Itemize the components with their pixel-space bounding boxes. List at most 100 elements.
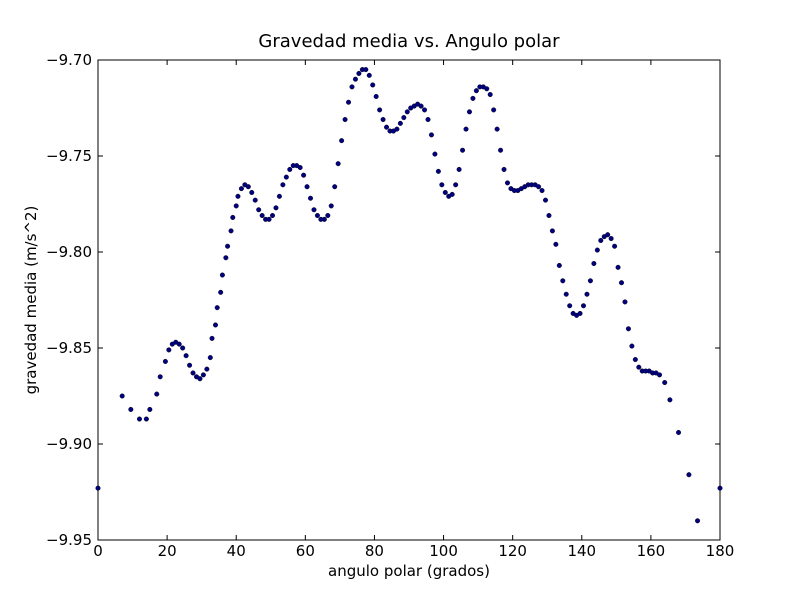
point — [608, 236, 614, 242]
x-tick-label: 120 — [498, 542, 527, 560]
point — [394, 126, 400, 132]
point — [235, 193, 241, 199]
point — [563, 291, 569, 297]
point — [356, 70, 362, 76]
y-tick-label: −9.80 — [46, 243, 92, 261]
point — [335, 161, 341, 167]
point — [404, 109, 410, 115]
point — [384, 124, 390, 130]
point — [297, 165, 303, 171]
point — [266, 216, 272, 222]
point — [352, 76, 358, 82]
y-tick-label: −9.90 — [46, 435, 92, 453]
chart-title: Gravedad media vs. Angulo polar — [258, 31, 560, 52]
point — [314, 213, 320, 219]
x-tick-label: 180 — [706, 542, 735, 560]
point — [539, 188, 545, 194]
x-tick-label: 140 — [567, 542, 596, 560]
point — [536, 184, 542, 190]
point — [428, 132, 434, 138]
point — [686, 472, 692, 478]
point — [339, 138, 345, 144]
point — [270, 213, 276, 219]
point — [662, 380, 668, 386]
point — [166, 347, 172, 353]
point — [498, 147, 504, 153]
point — [332, 184, 338, 190]
point — [629, 343, 635, 349]
point — [225, 243, 231, 249]
point — [238, 186, 244, 192]
point — [401, 115, 407, 121]
point — [432, 151, 438, 157]
point — [162, 358, 168, 364]
point — [612, 243, 618, 249]
point — [591, 261, 597, 267]
x-tick-label: 60 — [296, 542, 315, 560]
point — [487, 92, 493, 98]
point — [636, 364, 642, 370]
point — [308, 195, 314, 201]
point — [484, 86, 490, 92]
point — [119, 393, 125, 399]
point — [470, 95, 476, 101]
point — [245, 184, 251, 190]
point — [157, 374, 163, 380]
point — [473, 88, 479, 94]
point — [632, 357, 638, 363]
point — [249, 189, 255, 195]
point — [207, 355, 213, 361]
point — [501, 166, 507, 172]
point — [439, 182, 445, 188]
point — [605, 232, 611, 238]
point — [494, 126, 500, 132]
x-tick-label: 80 — [365, 542, 384, 560]
point — [223, 255, 229, 261]
point — [95, 485, 101, 491]
point — [143, 416, 149, 422]
x-tick-label: 100 — [429, 542, 458, 560]
point — [325, 213, 331, 219]
point — [456, 166, 462, 172]
point — [197, 376, 203, 382]
point — [370, 82, 376, 88]
point — [304, 184, 310, 190]
point — [283, 174, 289, 180]
y-axis-label: gravedad media (m/s^2) — [22, 206, 40, 395]
point — [657, 372, 663, 378]
point — [598, 237, 604, 243]
point — [504, 180, 510, 186]
point — [209, 335, 215, 341]
point — [463, 126, 469, 132]
point — [363, 67, 369, 73]
point — [622, 299, 628, 305]
point — [549, 228, 555, 234]
point — [147, 406, 153, 412]
point — [587, 278, 593, 284]
x-tick-label: 20 — [158, 542, 177, 560]
point — [252, 197, 258, 203]
y-tick-label: −9.95 — [46, 531, 92, 549]
point — [204, 366, 210, 372]
point — [214, 305, 220, 311]
point — [373, 93, 379, 99]
point — [418, 103, 424, 109]
point — [183, 353, 189, 359]
point — [542, 197, 548, 203]
point — [619, 280, 625, 286]
point — [346, 99, 352, 105]
point — [422, 107, 428, 113]
point — [625, 326, 631, 332]
point — [287, 166, 293, 172]
point — [460, 147, 466, 153]
x-tick-label: 40 — [227, 542, 246, 560]
point — [200, 372, 206, 378]
point — [717, 485, 723, 491]
point — [397, 120, 403, 126]
point — [187, 362, 193, 368]
point — [349, 84, 355, 90]
point — [321, 216, 327, 222]
point — [259, 213, 265, 219]
x-tick-label: 160 — [637, 542, 666, 560]
